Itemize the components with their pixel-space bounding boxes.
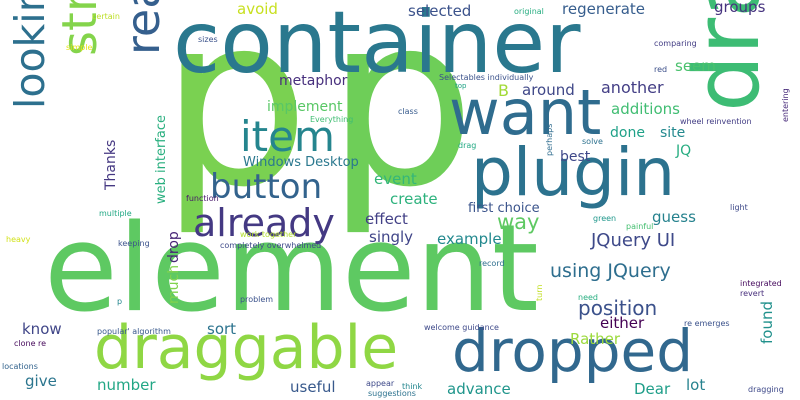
word-regenerate: regenerate [562, 0, 646, 18]
word-dragged: dragged [675, 0, 780, 112]
word-wheel-reinvention: wheel reinvention [680, 117, 752, 126]
word-element: element [44, 200, 539, 339]
word-certain: certain [92, 12, 120, 21]
word-site: site [660, 125, 686, 141]
word-container: container [173, 0, 581, 93]
word-sort: sort [207, 320, 237, 338]
word-locations: locations [2, 362, 38, 371]
word-keeping: keeping [118, 239, 150, 248]
word-turn: turn [535, 284, 544, 301]
word-event: event [374, 170, 417, 188]
word-p-large-right: p [326, 0, 476, 239]
word-windows-desktop: Windows Desktop [243, 155, 359, 170]
word-additions: additions [611, 100, 680, 118]
word-done: done [610, 125, 645, 141]
word-perhaps: perhaps [545, 123, 554, 156]
word-lot: lot [686, 376, 706, 394]
word-example: example [437, 230, 502, 248]
word-dragging: dragging [748, 385, 784, 394]
word-effect: effect [365, 210, 408, 228]
word-seem: seem [675, 57, 716, 75]
word-create: create [390, 190, 438, 208]
word-useful: useful [290, 378, 336, 396]
word-multiple: multiple [99, 209, 132, 218]
word-drag: drag [458, 141, 477, 150]
word-around: around [522, 81, 575, 99]
word-p-small: p [117, 297, 123, 306]
word-button: button [210, 167, 323, 207]
word-painful: painful [626, 222, 654, 231]
word-singly: singly [369, 228, 414, 246]
word-revert: revert [740, 289, 765, 298]
word-clone-re: clone re [14, 339, 47, 348]
word-re-emerges: re emerges [684, 319, 730, 328]
word-original: original [514, 7, 544, 16]
word-jquery-ui: JQuery UI [591, 230, 676, 251]
word-either: either [600, 314, 645, 332]
word-class: class [398, 107, 418, 116]
word-first-choice: first choice [468, 201, 540, 216]
word-function: function [186, 194, 219, 203]
word-drop: drop [166, 231, 182, 263]
word-web-interface: web interface [154, 115, 169, 204]
word-groups: groups [714, 0, 766, 16]
word-number: number [97, 376, 156, 394]
word-appear: appear [366, 379, 395, 388]
word-light: light [730, 203, 748, 212]
word-think: think [402, 382, 423, 391]
word-problem: problem [240, 295, 274, 304]
word-best: best [560, 149, 591, 165]
word-heavy: heavy [6, 235, 31, 244]
word-simple: simple [66, 43, 93, 52]
word-work-together: work together [240, 230, 297, 239]
word-dear: Dear [634, 380, 671, 398]
word-item: item [240, 112, 335, 161]
word-selected: selected [408, 2, 472, 20]
word-looking: looking [6, 0, 54, 109]
word-suggestions: suggestions [368, 389, 416, 398]
word-jq: JQ [676, 143, 692, 159]
word-p-large-left: p [160, 0, 310, 239]
word-already: already [193, 201, 335, 245]
word-top: top [455, 82, 467, 90]
word-metaphor: metaphor [279, 73, 348, 89]
word-solve: solve [582, 137, 603, 146]
word-position: position [578, 296, 658, 320]
word-sizes: sizes [198, 35, 218, 44]
word-guess: guess [652, 208, 696, 226]
word-red: red [654, 65, 668, 74]
word-need: need [578, 293, 598, 302]
word-another: another [601, 78, 664, 97]
word-advance: advance [447, 380, 511, 398]
word-using-jquery: using JQuery [550, 260, 671, 282]
word-entering: entering [781, 88, 790, 122]
word-want: want [449, 76, 602, 149]
word-know: know [22, 320, 62, 338]
word-rather: Rather [570, 330, 621, 348]
word-implement: implement [267, 99, 343, 115]
word-draggable: draggable [94, 313, 399, 383]
word-b: B [498, 81, 509, 100]
word-much: much [166, 264, 182, 304]
word-welcome-guidance: welcome guidance [424, 323, 499, 332]
word-comparing: comparing [654, 39, 697, 48]
word-avoid: avoid [237, 0, 278, 18]
word-give: give [25, 372, 57, 390]
word-plugin: plugin [471, 134, 676, 211]
word-way: way [497, 210, 540, 234]
word-integrated: integrated [740, 279, 782, 288]
word-popular-algorithm: popular' algorithm [97, 327, 171, 336]
word-thanks: Thanks [103, 139, 119, 190]
word-record: record [479, 259, 505, 268]
word-everything: Everything [310, 115, 354, 124]
word-green: green [593, 214, 617, 223]
word-really: really [116, 0, 170, 55]
word-completely-overwhelmed: completely overwhelmed [220, 241, 322, 250]
word-selectables-individually: Selectables individually [439, 73, 534, 82]
word-found: found [758, 301, 776, 344]
word-dropped: dropped [452, 317, 694, 385]
